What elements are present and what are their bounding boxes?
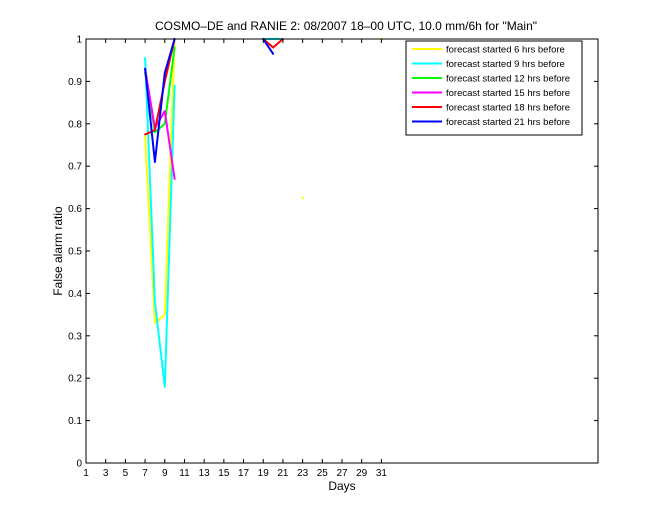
legend-label-1: forecast started 9 hrs before	[446, 59, 565, 70]
series-4-line-0	[144, 38, 176, 136]
x-tick-label-7: 15	[218, 468, 230, 479]
y-tick-label-5: 0.5	[68, 247, 82, 258]
y-axis-label: False alarm ratio	[51, 206, 65, 296]
x-tick-label-2: 5	[123, 468, 129, 479]
x-tick-label-5: 11	[179, 468, 190, 479]
y-tick-label-9: 0.9	[68, 77, 82, 88]
x-tick-label-4: 9	[162, 468, 168, 479]
x-tick-label-1: 3	[103, 468, 109, 479]
chart-title: COSMO–DE and RANIE 2: 08/2007 18–00 UTC,…	[155, 19, 537, 33]
series-1-line-0	[144, 57, 176, 388]
series-5-line-1	[262, 38, 275, 55]
y-tick-label-10: 1	[76, 35, 82, 46]
y-tick-label-2: 0.2	[68, 374, 82, 385]
x-tick-label-10: 21	[277, 468, 289, 479]
x-tick-label-11: 23	[297, 468, 309, 479]
x-tick-label-14: 29	[356, 468, 368, 479]
y-tick-label-6: 0.6	[68, 204, 82, 215]
y-tick-label-0: 0	[76, 459, 82, 470]
series-4-line-1	[262, 38, 284, 49]
x-tick-label-0: 1	[83, 468, 89, 479]
x-tick-label-15: 31	[376, 468, 388, 479]
series-0-line-0	[144, 38, 176, 325]
x-tick-label-13: 27	[336, 468, 348, 479]
y-tick-label-4: 0.4	[68, 289, 82, 300]
y-tick-label-7: 0.7	[68, 162, 82, 173]
legend-label-0: forecast started 6 hrs before	[446, 45, 565, 56]
legend-box	[405, 40, 583, 136]
y-tick-label-1: 0.1	[68, 416, 82, 427]
y-tick-label-8: 0.8	[68, 119, 82, 130]
x-tick-label-3: 7	[142, 468, 148, 479]
x-tick-label-9: 19	[258, 468, 270, 479]
x-tick-label-8: 17	[238, 468, 250, 479]
x-tick-label-12: 25	[317, 468, 329, 479]
y-tick-label-3: 0.3	[68, 331, 82, 342]
legend: forecast started 6 hrs before forecast st…	[405, 40, 583, 136]
legend-label-4: forecast started 18 hrs before	[446, 103, 570, 114]
legend-label-2: forecast started 12 hrs before	[446, 74, 570, 85]
legend-label-5: forecast started 21 hrs before	[446, 117, 570, 128]
legend-label-3: forecast started 15 hrs before	[446, 88, 570, 99]
x-axis-label: Days	[328, 479, 355, 493]
x-tick-label-6: 13	[199, 468, 211, 479]
axis-ticks: 1 3 5 7 9 11 13 15 17 19 21 23 25 27 29 3100.10.20.30.4…	[68, 35, 598, 479]
series-5-line-0	[144, 38, 176, 163]
